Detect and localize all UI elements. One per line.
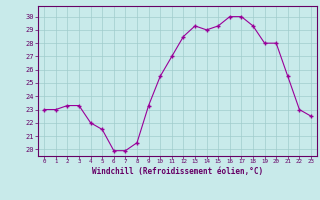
X-axis label: Windchill (Refroidissement éolien,°C): Windchill (Refroidissement éolien,°C) xyxy=(92,167,263,176)
